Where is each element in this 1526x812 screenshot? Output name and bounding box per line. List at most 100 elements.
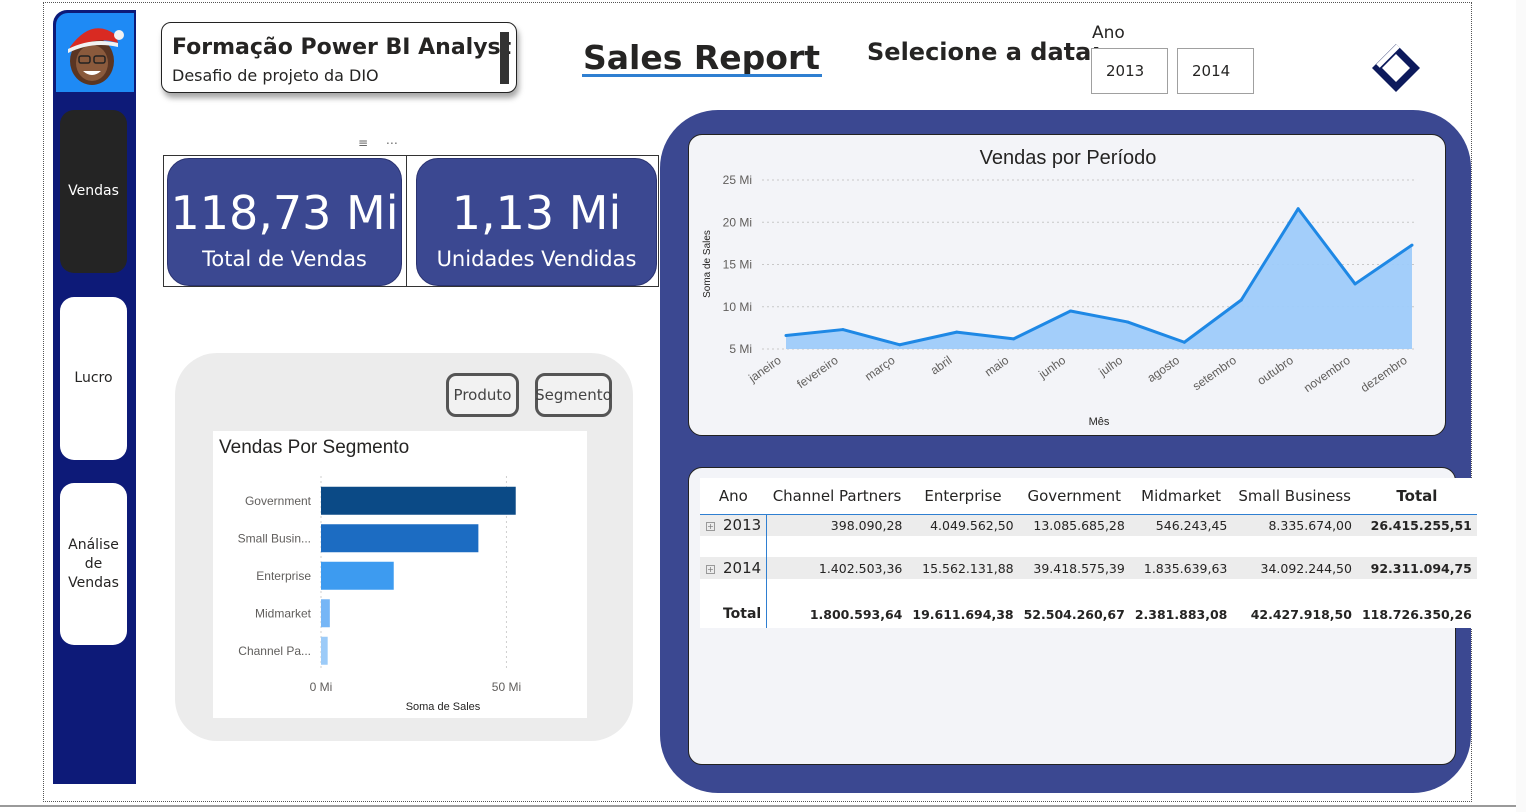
matrix-header-row: Ano Channel Partners Enterprise Governme… bbox=[700, 478, 1477, 514]
expand-icon[interactable]: + bbox=[706, 565, 715, 574]
year-option-2014[interactable]: 2014 bbox=[1177, 48, 1254, 94]
data-point bbox=[1296, 207, 1300, 211]
area-fill bbox=[786, 208, 1412, 349]
table-spacer bbox=[700, 579, 1477, 600]
table-cell: 118.726.350,26 bbox=[1356, 600, 1477, 628]
kpi-frame-divider bbox=[406, 155, 407, 287]
produto-toggle-button[interactable]: Produto bbox=[446, 373, 519, 417]
column-header[interactable]: Government bbox=[1018, 478, 1130, 514]
diamond-logo-icon bbox=[1368, 40, 1424, 96]
y-tick-label: 5 Mi bbox=[729, 342, 752, 356]
chart-title: Vendas Por Segmento bbox=[219, 437, 409, 458]
x-tick-label: fevereiro bbox=[794, 353, 841, 391]
data-point bbox=[1353, 282, 1357, 286]
page-border bbox=[43, 2, 1472, 802]
x-tick-label: abril bbox=[928, 353, 955, 377]
kpi-label: Total de Vendas bbox=[202, 247, 367, 271]
y-axis-label: Soma de Sales bbox=[702, 230, 713, 298]
y-category-label: Enterprise bbox=[256, 569, 311, 583]
column-header[interactable]: Small Business bbox=[1232, 478, 1357, 514]
table-cell: 92.311.094,75 bbox=[1356, 557, 1477, 579]
table-cell: 42.427.918,50 bbox=[1232, 600, 1357, 628]
table-cell: 15.562.131,88 bbox=[907, 557, 1019, 579]
data-point bbox=[1069, 309, 1073, 313]
x-tick-label: setembro bbox=[1190, 353, 1239, 393]
x-tick-label: janeiro bbox=[745, 353, 784, 386]
row-year: 2013 bbox=[723, 516, 762, 535]
x-tick-label: 0 Mi bbox=[310, 680, 333, 694]
x-tick-label: novembro bbox=[1301, 353, 1353, 395]
year-slicer-label: Ano bbox=[1092, 23, 1125, 43]
table-cell: 1.402.503,36 bbox=[766, 557, 908, 579]
column-header[interactable]: Ano bbox=[700, 478, 767, 514]
right-gutter bbox=[1516, 0, 1526, 812]
column-header[interactable]: Channel Partners bbox=[766, 478, 908, 514]
series-line bbox=[785, 207, 1413, 347]
row-header: Total bbox=[700, 600, 768, 628]
column-header[interactable]: Midmarket bbox=[1129, 478, 1233, 514]
course-title: Formação Power BI Analyst bbox=[172, 35, 512, 60]
segment-bar-chart: Vendas Por Segmento 0 Mi 50 Mi Government Sm… bbox=[219, 437, 521, 713]
table-cell: 13.085.685,28 bbox=[1018, 514, 1130, 536]
kpi-label: Unidades Vendidas bbox=[436, 247, 637, 271]
y-category-label: Government bbox=[245, 494, 312, 508]
expand-icon[interactable]: + bbox=[706, 522, 715, 532]
y-tick-label: 20 Mi bbox=[723, 215, 752, 229]
table-cell: 1.835.639,63 bbox=[1129, 557, 1233, 579]
y-tick-label: 10 Mi bbox=[723, 300, 752, 314]
x-tick-label: dezembro bbox=[1358, 353, 1410, 395]
row-header: +2014 bbox=[700, 557, 768, 579]
period-area-chart: Vendas por Período 5 Mi 10 Mi 15 Mi 20 Mi 25 … bbox=[702, 147, 1416, 428]
date-filter-label: Selecione a data: bbox=[867, 38, 1101, 66]
x-tick-label: março bbox=[862, 353, 898, 384]
table-row: +2013 398.090,28 4.049.562,50 13.085.685… bbox=[700, 514, 1477, 536]
table-total-row: Total 1.800.593,64 19.611.694,38 52.504.… bbox=[700, 600, 1477, 628]
sidebar-item-label: Lucro bbox=[74, 370, 113, 386]
x-tick-label: agosto bbox=[1145, 353, 1183, 385]
column-header[interactable]: Enterprise bbox=[907, 478, 1019, 514]
data-point bbox=[784, 333, 788, 337]
y-category-label: Channel Pa... bbox=[238, 644, 311, 658]
year-option-2013[interactable]: 2013 bbox=[1091, 48, 1168, 94]
sales-matrix: Ano Channel Partners Enterprise Governme… bbox=[700, 478, 1477, 628]
more-options-icon[interactable]: ⋯ bbox=[385, 136, 398, 150]
table-cell: 2.381.883,08 bbox=[1129, 600, 1233, 628]
table-spacer bbox=[700, 536, 1477, 557]
table-cell: 4.049.562,50 bbox=[907, 514, 1019, 536]
x-tick-label: outubro bbox=[1255, 353, 1297, 388]
page-title: Sales Report bbox=[583, 38, 820, 77]
table-cell: 52.504.260,67 bbox=[1018, 600, 1130, 628]
page-title-underline bbox=[582, 74, 822, 77]
table-cell: 398.090,28 bbox=[766, 514, 908, 536]
y-tick-label: 15 Mi bbox=[723, 258, 752, 272]
sidebar-item-analise-de-vendas[interactable]: Análise de Vendas bbox=[60, 483, 127, 645]
avatar-icon bbox=[68, 28, 124, 85]
kpi-selection-frame bbox=[163, 155, 659, 287]
row-header: +2013 bbox=[700, 514, 768, 536]
sidebar-item-lucro[interactable]: Lucro bbox=[60, 297, 127, 460]
bar bbox=[321, 599, 330, 628]
y-category-label: Small Busin... bbox=[238, 531, 311, 545]
bar bbox=[321, 636, 328, 665]
bar bbox=[321, 524, 479, 553]
bar bbox=[321, 561, 394, 590]
page-divider bbox=[0, 805, 1526, 807]
column-header[interactable]: Total bbox=[1356, 478, 1477, 514]
row-year: 2014 bbox=[723, 559, 762, 577]
sidebar-item-label: Vendas bbox=[68, 183, 119, 199]
filter-icon[interactable]: ≡ bbox=[358, 136, 369, 150]
title-accent-bar bbox=[500, 32, 509, 84]
table-cell: 546.243,45 bbox=[1129, 514, 1233, 536]
data-point bbox=[898, 343, 902, 347]
sidebar-item-vendas[interactable]: Vendas bbox=[60, 110, 127, 273]
data-point bbox=[841, 328, 845, 332]
table-row: +2014 1.402.503,36 15.562.131,88 39.418.… bbox=[700, 557, 1477, 579]
table-cell: 39.418.575,39 bbox=[1018, 557, 1130, 579]
x-tick-label: julho bbox=[1096, 353, 1126, 380]
table-cell: 19.611.694,38 bbox=[907, 600, 1019, 628]
segmento-toggle-button[interactable]: Segmento bbox=[535, 373, 612, 417]
course-subtitle: Desafio de projeto da DIO bbox=[172, 66, 379, 85]
data-point bbox=[1239, 298, 1243, 302]
table-cell: 8.335.674,00 bbox=[1232, 514, 1357, 536]
